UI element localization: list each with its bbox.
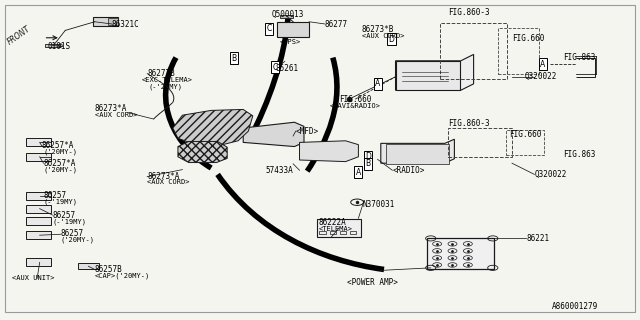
Text: 86221: 86221 bbox=[526, 234, 549, 243]
Text: <MFD>: <MFD> bbox=[296, 127, 319, 136]
Bar bbox=[440, 23, 507, 79]
Text: D: D bbox=[365, 152, 371, 161]
Bar bbox=[506, 130, 544, 155]
Text: <POWER AMP>: <POWER AMP> bbox=[347, 278, 397, 287]
Polygon shape bbox=[173, 109, 253, 146]
Text: Q500013: Q500013 bbox=[272, 10, 305, 19]
Text: Q320022: Q320022 bbox=[534, 170, 567, 179]
Text: 86321C: 86321C bbox=[112, 20, 140, 28]
Text: <CAP>('20MY-): <CAP>('20MY-) bbox=[95, 273, 150, 279]
Bar bbox=[386, 144, 449, 164]
Text: 86257: 86257 bbox=[44, 191, 67, 200]
Text: <NAVI&RADIO>: <NAVI&RADIO> bbox=[330, 103, 381, 109]
Text: 86273*B: 86273*B bbox=[362, 25, 394, 34]
Text: (-'19MY): (-'19MY) bbox=[44, 199, 77, 205]
Bar bbox=[280, 15, 293, 18]
Bar bbox=[498, 28, 540, 75]
Text: FRONT: FRONT bbox=[6, 25, 33, 47]
Bar bbox=[78, 263, 99, 269]
Bar bbox=[448, 128, 512, 157]
Text: FIG.863: FIG.863 bbox=[563, 53, 596, 62]
Text: <AUX UNIT>: <AUX UNIT> bbox=[12, 276, 54, 281]
Polygon shape bbox=[396, 54, 474, 90]
Text: <AUX CORD>: <AUX CORD> bbox=[147, 180, 189, 185]
Text: (-'20MY): (-'20MY) bbox=[148, 83, 182, 90]
Text: 86277B: 86277B bbox=[147, 69, 175, 78]
Polygon shape bbox=[243, 122, 304, 147]
Text: D: D bbox=[388, 35, 395, 44]
Text: 86257B: 86257B bbox=[95, 265, 122, 274]
Text: 86257: 86257 bbox=[52, 211, 76, 220]
Bar bbox=[26, 153, 51, 161]
Text: 86277: 86277 bbox=[324, 20, 348, 28]
Text: B: B bbox=[231, 54, 236, 63]
Text: 57433A: 57433A bbox=[266, 166, 293, 175]
Bar bbox=[45, 44, 60, 47]
Bar bbox=[350, 231, 356, 234]
Text: A: A bbox=[375, 79, 380, 88]
Text: 86257*A: 86257*A bbox=[42, 141, 74, 150]
Polygon shape bbox=[381, 139, 454, 163]
Text: (-'19MY): (-'19MY) bbox=[52, 218, 86, 225]
Bar bbox=[340, 231, 346, 234]
Text: <GPS>: <GPS> bbox=[280, 39, 301, 44]
Bar bbox=[317, 219, 361, 237]
Text: <EXC.TELEMA>: <EXC.TELEMA> bbox=[142, 77, 193, 83]
Text: 86273*A: 86273*A bbox=[95, 104, 127, 113]
Text: <AUX CORD>: <AUX CORD> bbox=[362, 33, 404, 39]
Bar bbox=[330, 231, 336, 234]
Text: B: B bbox=[365, 159, 371, 168]
Text: 86222A: 86222A bbox=[319, 218, 346, 227]
Text: FIG.860-3: FIG.860-3 bbox=[448, 119, 490, 128]
Text: C: C bbox=[266, 24, 271, 33]
Text: C: C bbox=[273, 63, 278, 72]
Bar bbox=[26, 231, 51, 239]
Text: Q320022: Q320022 bbox=[525, 72, 557, 81]
Bar bbox=[26, 205, 51, 213]
Text: 85261: 85261 bbox=[275, 64, 298, 73]
Text: FIG.860-3: FIG.860-3 bbox=[448, 8, 490, 17]
Text: 86257*A: 86257*A bbox=[44, 159, 76, 168]
Bar bbox=[26, 218, 51, 226]
Text: N370031: N370031 bbox=[362, 200, 395, 209]
Bar bbox=[319, 231, 326, 234]
Bar bbox=[277, 22, 309, 37]
Polygon shape bbox=[300, 141, 358, 162]
Text: 86257: 86257 bbox=[61, 229, 84, 238]
Bar bbox=[93, 17, 118, 26]
Text: 86273*A: 86273*A bbox=[147, 172, 180, 180]
Text: 0101S: 0101S bbox=[48, 42, 71, 51]
Text: <RADIO>: <RADIO> bbox=[392, 166, 425, 175]
Text: FIG.660: FIG.660 bbox=[339, 95, 372, 104]
Text: <AUX CORD>: <AUX CORD> bbox=[95, 112, 137, 118]
Bar bbox=[26, 259, 51, 266]
Text: ('20MY-): ('20MY-) bbox=[44, 149, 77, 155]
Bar bbox=[26, 138, 51, 147]
Text: A: A bbox=[540, 60, 545, 68]
Text: <TELEMA>: <TELEMA> bbox=[319, 226, 353, 232]
Text: FIG.863: FIG.863 bbox=[563, 150, 596, 159]
Text: ('20MY-): ('20MY-) bbox=[61, 237, 95, 243]
Text: FIG.660: FIG.660 bbox=[512, 34, 545, 43]
Bar bbox=[26, 192, 51, 200]
Bar bbox=[396, 61, 460, 90]
Polygon shape bbox=[178, 141, 227, 163]
Text: ('20MY-): ('20MY-) bbox=[44, 166, 77, 173]
Bar bbox=[108, 18, 118, 25]
Text: FIG.660: FIG.660 bbox=[509, 130, 541, 139]
Text: A: A bbox=[356, 168, 361, 177]
Text: A860001279: A860001279 bbox=[552, 302, 598, 311]
Bar bbox=[428, 238, 494, 269]
